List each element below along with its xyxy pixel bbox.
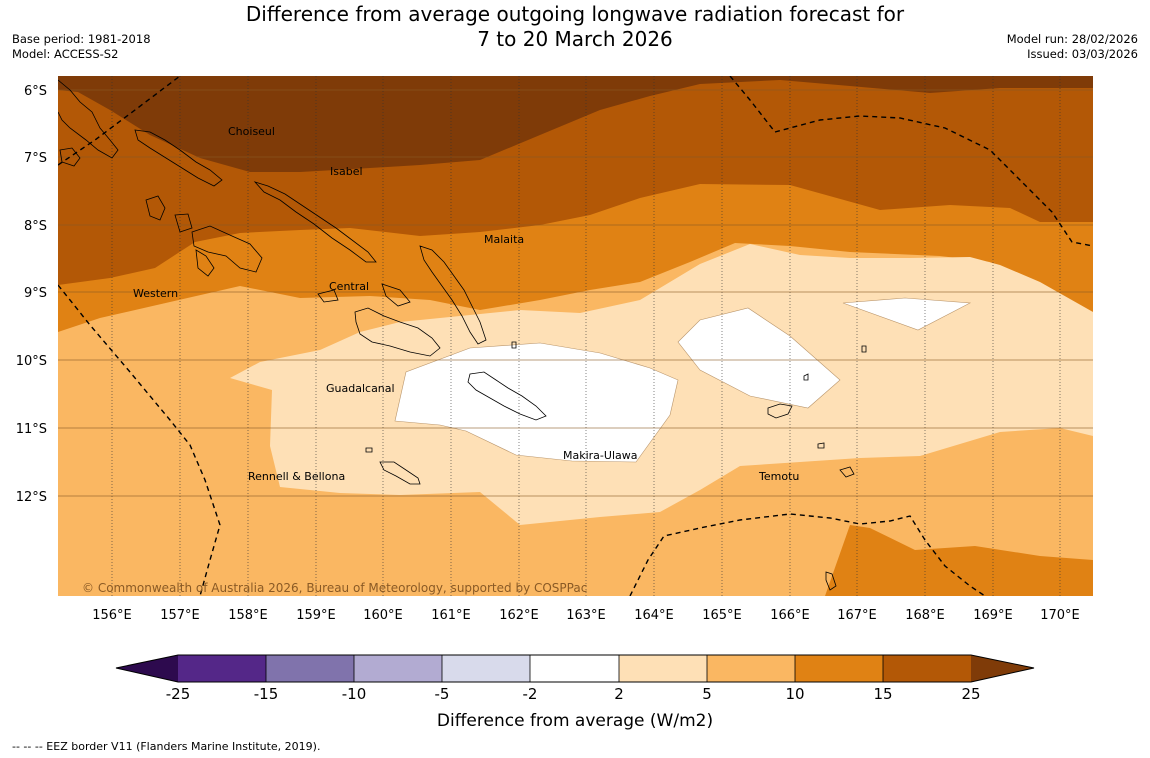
cbar-tick-p25: 25 <box>961 685 980 703</box>
lat-tick-6s: 6°S <box>24 84 47 99</box>
lat-tick-8s: 8°S <box>24 219 47 234</box>
base-period: Base period: 1981-2018 <box>12 32 151 46</box>
lon-tick-166e: 166°E <box>770 608 810 623</box>
lon-tick-156e: 156°E <box>92 608 132 623</box>
contour-lines <box>394 297 972 463</box>
eez-footnote: -- -- -- EEZ border V11 (Flanders Marine… <box>12 740 321 753</box>
cbar-tick-n5: -5 <box>435 685 450 703</box>
cbar-tick-p15: 15 <box>873 685 892 703</box>
cbar-tick-n15: -15 <box>254 685 279 703</box>
title-line-2: 7 to 20 March 2026 <box>477 27 673 51</box>
label-rennell-bellona: Rennell & Bellona <box>248 470 345 483</box>
band-neutral-2 <box>678 308 840 408</box>
coastlines <box>58 79 867 591</box>
cbar-tick-p2: 2 <box>614 685 624 703</box>
label-western: Western <box>133 287 178 300</box>
cbar-tick-p5: 5 <box>702 685 712 703</box>
lon-tick-162e: 162°E <box>499 608 539 623</box>
colorbar-seg-n15-n10 <box>266 655 354 682</box>
colorbar-seg-p5-p10 <box>707 655 795 682</box>
label-choiseul: Choiseul <box>228 125 275 138</box>
lon-tick-165e: 165°E <box>702 608 742 623</box>
lon-tick-161e: 161°E <box>431 608 471 623</box>
lon-tick-160e: 160°E <box>363 608 403 623</box>
colorbar-above-arrow <box>971 655 1034 682</box>
cbar-tick-p10: 10 <box>785 685 804 703</box>
lon-tick-164e: 164°E <box>634 608 674 623</box>
colorbar-seg-p10-p15 <box>795 655 883 682</box>
cbar-tick-n2: -2 <box>523 685 538 703</box>
colorbar: -25 -15 -10 -5 -2 2 5 10 15 25 Differenc… <box>115 654 1035 731</box>
label-central: Central <box>329 280 369 293</box>
colorbar-seg-p2-p5 <box>619 655 707 682</box>
colorbar-below-arrow <box>116 655 178 682</box>
label-malaita: Malaita <box>484 233 524 246</box>
band-10-15-lower <box>825 525 1093 596</box>
meta-left: Base period: 1981-2018 Model: ACCESS-S2 <box>12 32 151 62</box>
copyright-notice: © Commonwealth of Australia 2026, Bureau… <box>82 581 587 595</box>
cbar-tick-n10: -10 <box>342 685 367 703</box>
label-makira-ulawa: Makira-Ulawa <box>563 449 637 462</box>
colorbar-seg-n5-n2 <box>442 655 530 682</box>
band-above-25 <box>58 76 1093 172</box>
label-isabel: Isabel <box>330 165 363 178</box>
lat-tick-7s: 7°S <box>24 151 47 166</box>
lat-tick-11s: 11°S <box>16 422 47 437</box>
label-temotu: Temotu <box>758 470 799 483</box>
title-line-1: Difference from average outgoing longwav… <box>245 2 905 26</box>
label-guadalcanal: Guadalcanal <box>326 382 395 395</box>
band-neutral-3 <box>843 298 970 330</box>
lon-tick-158e: 158°E <box>228 608 268 623</box>
colorbar-seg-n10-n5 <box>354 655 442 682</box>
model-name: Model: ACCESS-S2 <box>12 47 119 61</box>
colorbar-outline <box>115 654 1035 683</box>
lat-tick-10s: 10°S <box>16 354 47 369</box>
issued-date: Issued: 03/03/2026 <box>1027 47 1138 61</box>
lon-tick-167e: 167°E <box>837 608 877 623</box>
colorbar-seg-n2-p2 <box>530 655 619 682</box>
lat-tick-12s: 12°S <box>16 490 47 505</box>
model-run: Model run: 28/02/2026 <box>1006 32 1138 46</box>
cbar-tick-n25: -25 <box>166 685 191 703</box>
colorbar-seg-n25-n15 <box>178 655 266 682</box>
lon-tick-159e: 159°E <box>296 608 336 623</box>
olr-anomaly-field: Choiseul Isabel Malaita Central Western … <box>58 76 1093 596</box>
map-title: Difference from average outgoing longwav… <box>0 2 1150 52</box>
band-neutral-1 <box>395 343 678 462</box>
meta-right: Model run: 28/02/2026 Issued: 03/03/2026 <box>1007 32 1138 62</box>
lon-tick-169e: 169°E <box>973 608 1013 623</box>
eez-border <box>58 76 1093 596</box>
colorbar-label: Difference from average (W/m2) <box>437 711 713 731</box>
lon-tick-170e: 170°E <box>1040 608 1080 623</box>
map-figure: Choiseul Isabel Malaita Central Western … <box>16 76 1093 731</box>
lon-tick-168e: 168°E <box>905 608 945 623</box>
graticule-parallels <box>58 89 1093 497</box>
colorbar-seg-p15-p25 <box>883 655 971 682</box>
lon-tick-157e: 157°E <box>160 608 200 623</box>
lon-tick-163e: 163°E <box>566 608 606 623</box>
lat-tick-9s: 9°S <box>24 286 47 301</box>
